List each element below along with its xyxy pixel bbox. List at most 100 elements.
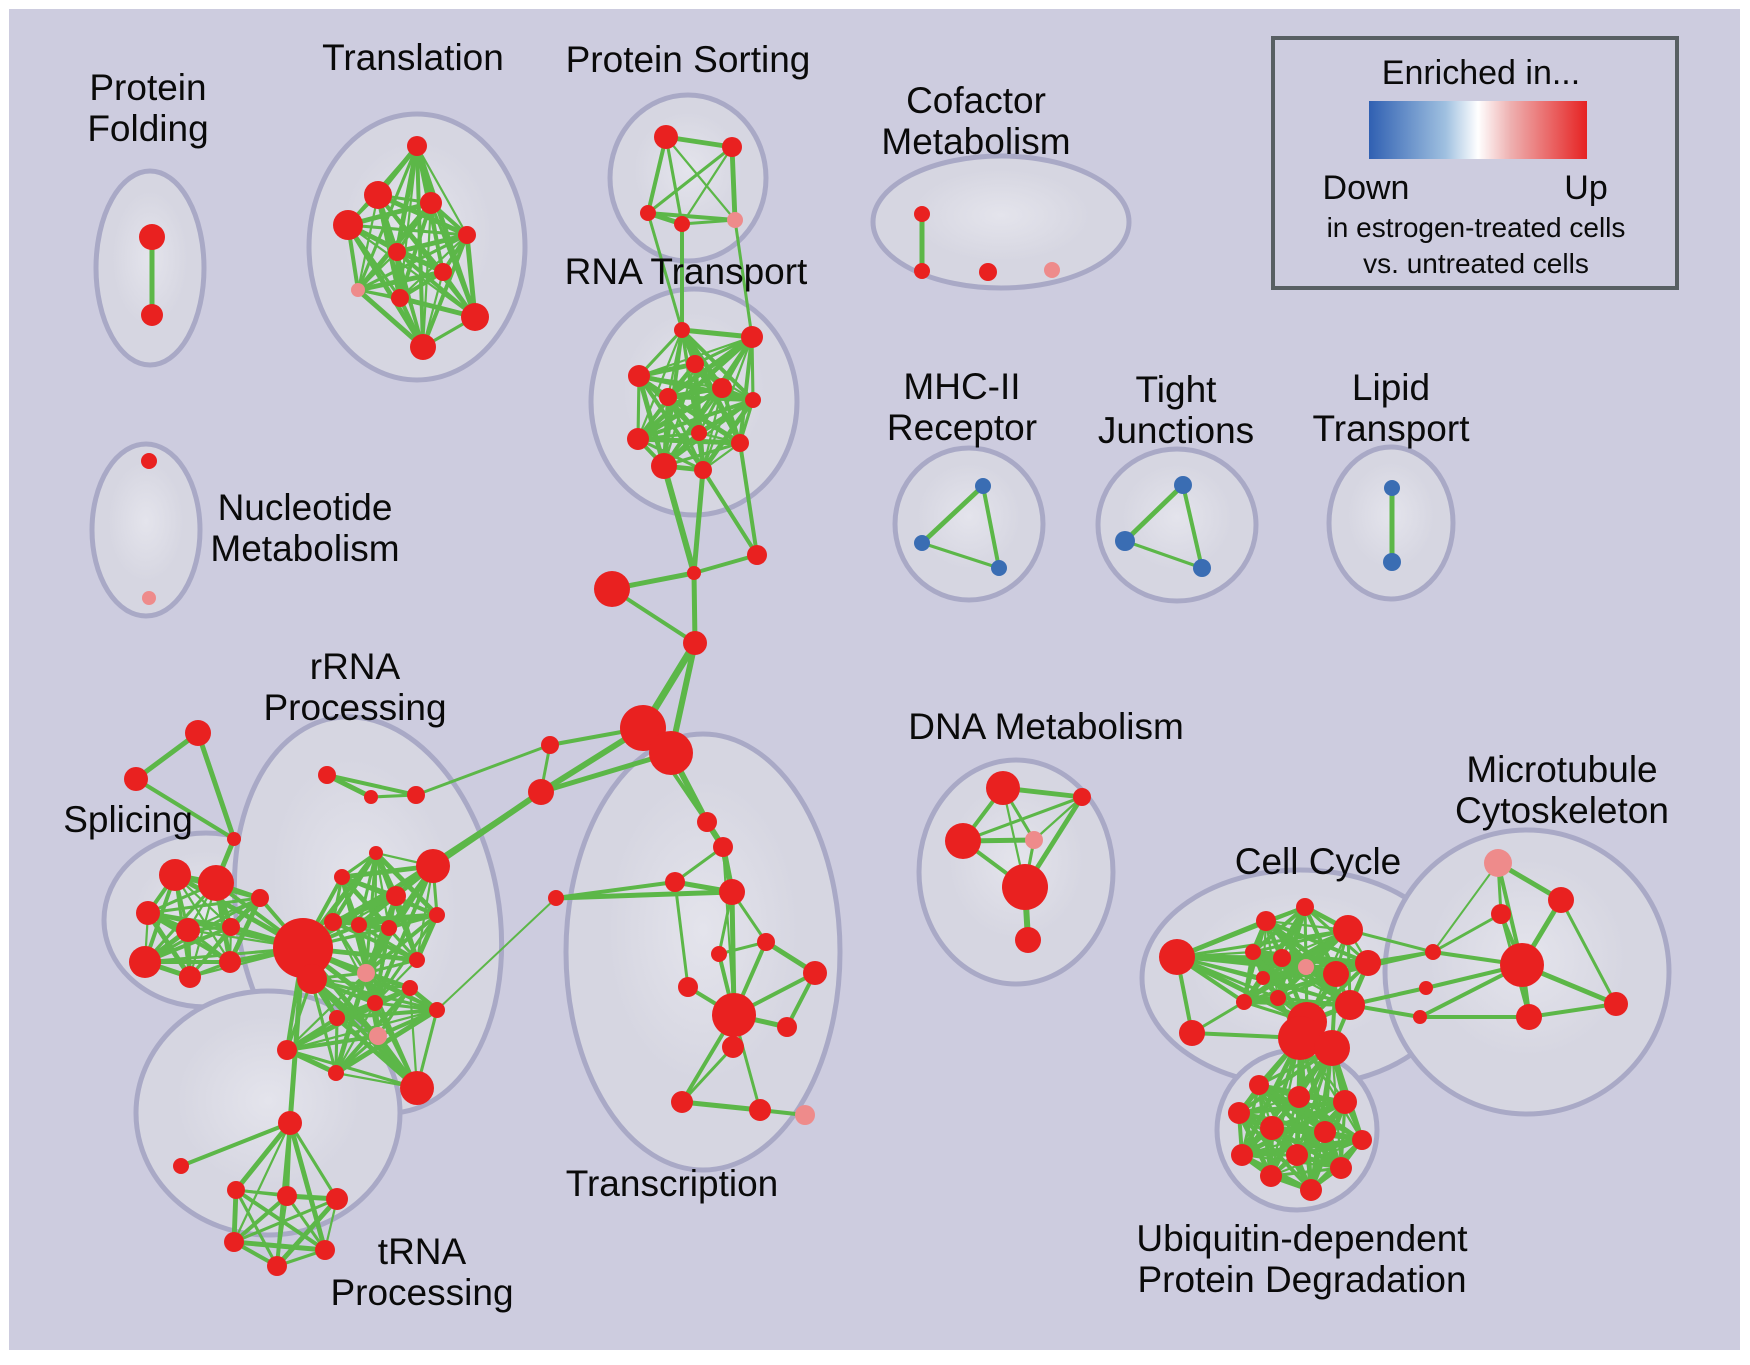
node-r2 — [318, 766, 336, 784]
cluster-label-nucleotide-metabolism: Metabolism — [210, 528, 399, 569]
node-x11 — [722, 1036, 744, 1058]
network-edge — [729, 144, 738, 223]
node-nm2 — [142, 591, 156, 605]
network-edge — [1032, 795, 1084, 842]
network-edge — [373, 913, 439, 1005]
node-r5 — [369, 846, 383, 860]
network-edge — [387, 913, 439, 930]
cluster-label-protein-folding: Protein — [89, 67, 206, 108]
node-rt11 — [651, 453, 677, 479]
node-ps2 — [722, 137, 742, 157]
node-x13 — [749, 1099, 771, 1121]
network-edge — [722, 846, 735, 1016]
node-cf2 — [914, 263, 930, 279]
network-edge — [285, 1048, 419, 1090]
node-s8 — [222, 918, 240, 936]
node-c4 — [1333, 915, 1363, 945]
network-edge — [232, 1121, 292, 1244]
network-edge — [679, 327, 755, 340]
network-edge — [357, 913, 439, 927]
network-edge — [143, 896, 262, 964]
node-x1 — [697, 812, 717, 832]
cluster-ellipse-tight-junctions — [1095, 446, 1259, 604]
node-cf1 — [914, 206, 930, 222]
network-edge — [415, 144, 469, 237]
node-rt8 — [691, 425, 707, 441]
network-edge — [1251, 905, 1307, 954]
network-edge — [636, 328, 684, 441]
network-edge — [356, 193, 380, 292]
network-edge — [325, 773, 418, 797]
network-edge — [700, 397, 756, 473]
node-rt4 — [628, 365, 650, 387]
network-edge — [635, 436, 743, 446]
network-edge — [331, 920, 419, 962]
node-u4 — [1228, 1102, 1250, 1124]
node-c10 — [1355, 950, 1381, 976]
network-edge — [661, 463, 697, 576]
node-cf3 — [979, 263, 997, 281]
network-edge — [961, 795, 1084, 843]
node-ps4 — [674, 216, 690, 232]
network-edge — [414, 743, 552, 797]
node-m3 — [1491, 904, 1511, 924]
network-edge — [538, 750, 674, 795]
network-edge — [680, 1045, 735, 1104]
node-t3 — [420, 192, 442, 214]
node-c13 — [1335, 990, 1365, 1020]
node-u10 — [1330, 1157, 1352, 1179]
node-cn5 — [541, 736, 559, 754]
node-s9 — [251, 889, 269, 907]
network-edge — [733, 218, 754, 339]
network-edge — [376, 1008, 439, 1038]
node-c15 — [1179, 1020, 1205, 1046]
legend-up-label: Up — [1564, 169, 1607, 207]
network-edge — [1236, 1099, 1348, 1116]
node-s11 — [179, 966, 201, 988]
network-edge — [285, 971, 368, 1052]
network-edge — [364, 913, 439, 975]
node-x2 — [713, 837, 733, 857]
node-tn6 — [267, 1256, 287, 1276]
network-edge — [373, 1001, 439, 1012]
network-edge — [1251, 928, 1350, 954]
network-edge — [666, 395, 755, 402]
cluster-label-translation: Translation — [322, 37, 504, 78]
network-edge — [334, 1015, 420, 1091]
node-t6 — [388, 243, 406, 261]
cluster-label-cell-cycle: Cell Cycle — [1235, 841, 1402, 882]
network-edge — [346, 223, 469, 237]
node-ps3 — [640, 205, 656, 221]
network-edge — [636, 373, 756, 403]
node-r17 — [367, 995, 383, 1011]
network-edge — [173, 873, 232, 964]
node-r13 — [409, 952, 425, 968]
network-edge — [1527, 1002, 1618, 1019]
network-edge — [738, 335, 754, 445]
node-u11 — [1260, 1165, 1282, 1187]
node-ps5 — [727, 212, 743, 228]
node-t5 — [458, 226, 476, 244]
node-s3 — [227, 832, 241, 846]
node-x7 — [678, 977, 698, 997]
node-u2 — [1288, 1086, 1310, 1108]
node-r16 — [329, 1010, 345, 1026]
network-edge — [1242, 950, 1255, 1004]
node-r23 — [278, 1111, 302, 1135]
network-edge — [195, 730, 237, 842]
node-x9 — [777, 1017, 797, 1037]
node-nm1 — [141, 453, 157, 469]
node-m4 — [1500, 943, 1544, 987]
network-edge — [395, 250, 477, 319]
cluster-label-rrna-processing: Processing — [263, 687, 446, 728]
network-edge — [355, 269, 446, 293]
node-x8 — [712, 993, 756, 1037]
network-edge — [232, 1194, 289, 1244]
network-edge — [636, 437, 705, 472]
node-x12 — [671, 1091, 693, 1113]
network-edge — [356, 250, 399, 292]
legend-subtitle-line2: vs. untreated cells — [1363, 248, 1589, 279]
network-edge — [394, 232, 470, 255]
network-edge — [637, 374, 705, 472]
